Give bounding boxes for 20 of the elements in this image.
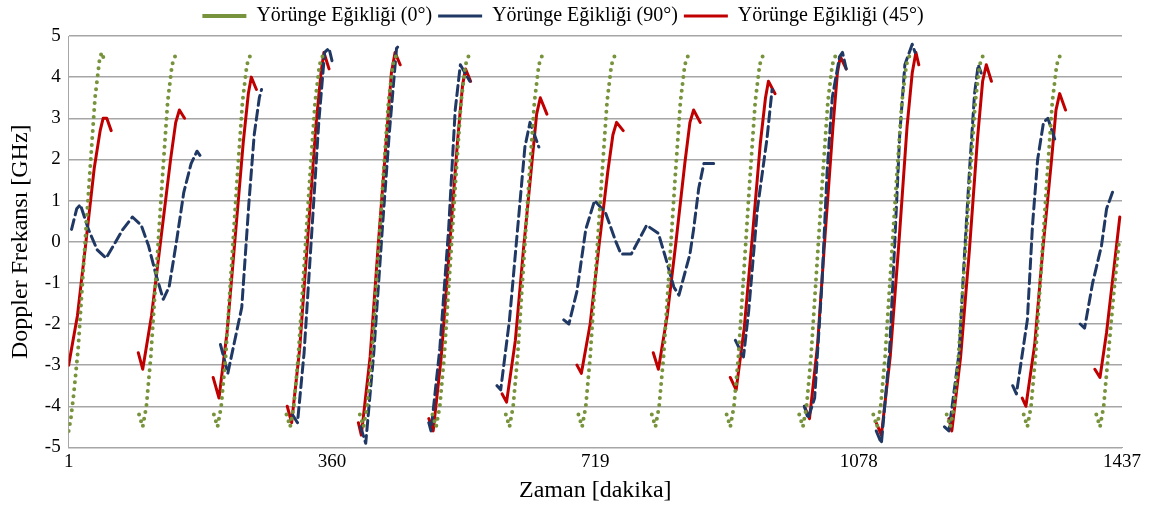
x-axis-title: Zaman [dakika] (519, 475, 672, 502)
y-tick-label: 5 (51, 23, 61, 45)
y-tick-label: 2 (51, 147, 61, 169)
x-tick-label: 719 (581, 449, 610, 471)
y-tick-label: 4 (51, 65, 62, 87)
x-tick-label: 360 (317, 449, 347, 471)
y-tick-label: -3 (44, 353, 61, 375)
x-tick-label: 1078 (839, 449, 878, 471)
y-tick-label: 0 (51, 229, 61, 251)
y-tick-label: -4 (44, 394, 62, 416)
x-tick-label: 1437 (1103, 449, 1141, 471)
legend-label: Yörünge Eğikliği (45°) (737, 3, 924, 27)
y-tick-label: -2 (44, 311, 61, 333)
y-axis-title: Doppler Frekansı [GHz] (5, 124, 32, 359)
legend-label: Yörünge Eğikliği (90°) (492, 3, 678, 27)
y-tick-label: 3 (51, 106, 61, 128)
y-tick-label: 1 (51, 188, 61, 210)
y-tick-label: -1 (44, 270, 61, 292)
y-tick-label: -5 (44, 435, 61, 457)
legend-label: Yörünge Eğikliği (0°) (256, 3, 433, 27)
